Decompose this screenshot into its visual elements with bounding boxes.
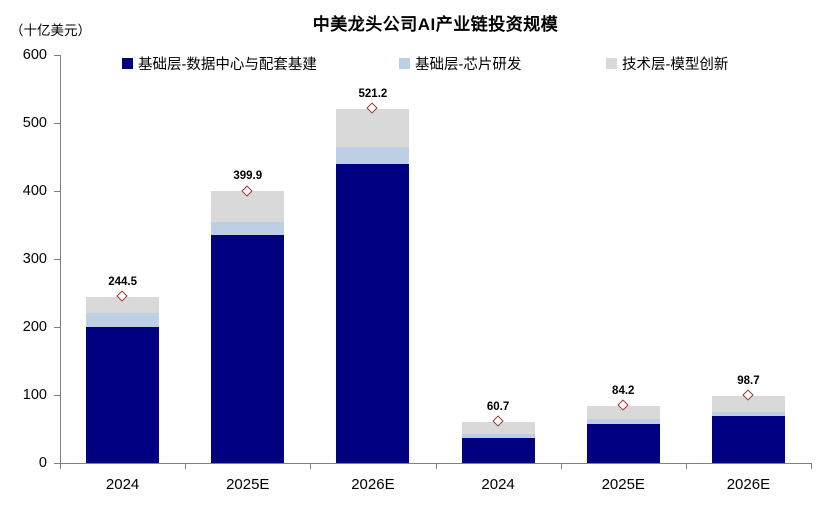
total-value-label: 84.2: [612, 384, 635, 397]
x-axis-tick: [686, 463, 687, 469]
total-value-label: 98.7: [737, 374, 760, 387]
bar-segment-series2: [461, 421, 535, 434]
y-tick-label: 600: [22, 47, 47, 63]
x-axis-tick: [561, 463, 562, 469]
total-value-label: 60.7: [486, 400, 510, 413]
bar-segment-series1: [461, 433, 535, 438]
bar-segment-series1: [336, 146, 410, 164]
x-category-label: 2024: [105, 476, 140, 493]
legend-label-chip: 基础层-芯片研发: [415, 56, 522, 73]
y-axis-tick: [54, 463, 60, 464]
bar-segment-series0: [461, 437, 535, 463]
bar-segment-series0: [211, 235, 285, 463]
chart-title: 中美龙头公司AI产业链投资规模: [312, 15, 559, 34]
legend-item-model: 技术层-模型创新: [606, 54, 729, 73]
y-axis-tick: [54, 55, 60, 56]
y-tick-label: 0: [38, 455, 47, 471]
bar-segment-series2: [586, 405, 660, 420]
bar-segment-series0: [586, 423, 660, 463]
total-value-label: 521.2: [358, 87, 388, 100]
x-category-label: 2025E: [226, 476, 270, 493]
y-tick-label: 200: [22, 319, 47, 335]
bar-segment-series0: [336, 163, 410, 463]
bar-segment-series2: [86, 296, 160, 314]
y-axis-tick: [54, 395, 60, 396]
x-axis-tick: [310, 463, 311, 469]
x-category-label: 2024: [481, 476, 515, 493]
bar-segment-series1: [586, 419, 660, 424]
bar-segment-series1: [211, 221, 285, 236]
legend-item-datacenter: 基础层-数据中心与配套基建: [122, 54, 317, 73]
bar-segment-series2: [211, 191, 285, 222]
total-value-label: 244.5: [108, 275, 137, 288]
y-tick-label: 100: [22, 387, 47, 403]
y-axis-tick: [54, 259, 60, 260]
legend-label-model: 技术层-模型创新: [622, 56, 729, 73]
y-axis-tick: [54, 123, 60, 124]
legend-label-datacenter: 基础层-数据中心与配套基建: [138, 56, 317, 73]
legend-swatch-chip-icon: [399, 57, 410, 69]
y-tick-label: 400: [22, 183, 47, 199]
x-axis-tick: [811, 463, 812, 469]
legend-item-chip: 基础层-芯片研发: [399, 54, 522, 73]
legend: 基础层-数据中心与配套基建 基础层-芯片研发 技术层-模型创新: [0, 54, 827, 73]
x-category-label: 2026E: [726, 476, 771, 493]
y-axis-tick: [54, 191, 60, 192]
y-axis-tick: [54, 327, 60, 328]
bar-segment-series1: [86, 313, 160, 327]
y-tick-label: 500: [22, 115, 47, 131]
bar-segment-series2: [711, 395, 785, 412]
bar-segment-series0: [86, 327, 160, 463]
x-axis-tick: [185, 463, 186, 469]
y-tick-label: 300: [22, 251, 47, 267]
legend-swatch-model-icon: [606, 57, 617, 69]
y-axis-unit-label: （十亿美元）: [10, 23, 91, 38]
total-value-label: 399.9: [233, 170, 263, 183]
legend-swatch-datacenter-icon: [122, 57, 133, 69]
bar-segment-series2: [336, 108, 410, 147]
x-category-label: 2025E: [601, 476, 645, 493]
bar-segment-series0: [711, 416, 785, 463]
x-axis-tick: [436, 463, 437, 469]
y-axis-line: [60, 55, 61, 463]
x-axis-tick: [60, 463, 61, 469]
bar-segment-series1: [711, 412, 785, 417]
x-category-label: 2026E: [351, 476, 395, 493]
